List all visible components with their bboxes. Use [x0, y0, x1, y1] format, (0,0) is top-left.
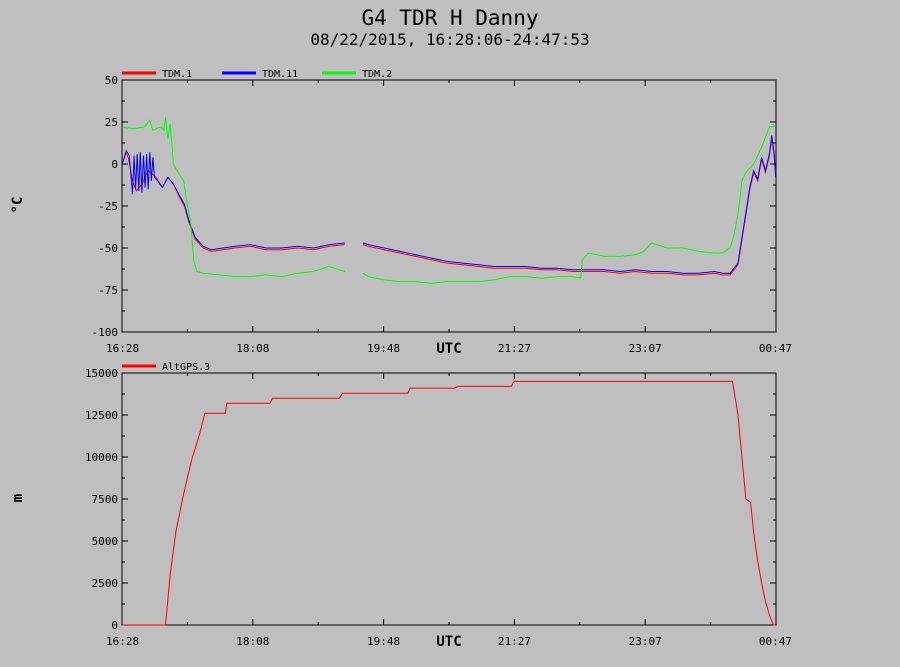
y-tick-label: 2500 [92, 577, 119, 590]
temperature-panel: 50 25 0 -25 -50 -75 -100 16:28 18:08 19:48 21:27 23… [10, 69, 792, 357]
x-tick-label: 19:48 [367, 635, 400, 648]
y-axis-label: m [10, 494, 26, 502]
series-line-tdm-11 [121, 135, 777, 274]
y-tick-label: 15000 [85, 367, 118, 380]
x-tick-label: 23:07 [629, 635, 662, 648]
y-tick-label: 12500 [85, 409, 118, 422]
legend-label: TDM.11 [262, 69, 298, 80]
x-tick-label: 23:07 [629, 342, 662, 355]
y-tick-label: 50 [105, 74, 118, 87]
y-tick-label: 25 [105, 116, 118, 129]
y-tick-label: 5000 [92, 535, 119, 548]
y-tick-label: 0 [111, 158, 118, 171]
legend-label: TDM.1 [162, 69, 192, 80]
x-tick-label: 18:08 [236, 635, 269, 648]
y-tick-label: 10000 [85, 451, 118, 464]
x-axis-label: UTC [436, 341, 461, 357]
series-line-tdm-1 [121, 138, 777, 276]
chart-title: G4 TDR H Danny [361, 6, 538, 30]
legend-label: TDM.2 [362, 69, 392, 80]
x-tick-label: 00:47 [759, 342, 792, 355]
y-axis-label: °C [10, 197, 26, 214]
y-tick-label: 0 [111, 619, 118, 632]
y-tick-label: 7500 [92, 493, 119, 506]
series-line-tdm-2 [122, 116, 776, 284]
x-tick-label: 18:08 [236, 342, 269, 355]
chart-subtitle: 08/22/2015, 16:28:06-24:47:53 [310, 30, 589, 49]
series-line-altgps-3 [122, 380, 776, 626]
plot-frame [121, 79, 777, 333]
x-tick-label: 21:27 [498, 635, 531, 648]
plot-frame [121, 372, 777, 626]
x-tick-label: 21:27 [498, 342, 531, 355]
x-tick-label: 16:28 [106, 635, 139, 648]
x-tick-label: 00:47 [759, 635, 792, 648]
altitude-panel: 15000 12500 10000 7500 5000 2500 0 16:28 18:08 19… [10, 362, 792, 650]
y-tick-label: -25 [98, 200, 118, 213]
y-tick-label: -50 [98, 242, 118, 255]
y-tick-label: -100 [92, 326, 119, 339]
x-tick-label: 16:28 [106, 342, 139, 355]
x-tick-label: 19:48 [367, 342, 400, 355]
y-tick-label: -75 [98, 284, 118, 297]
legend-label: AltGPS.3 [162, 362, 210, 373]
x-axis-label: UTC [436, 634, 461, 650]
